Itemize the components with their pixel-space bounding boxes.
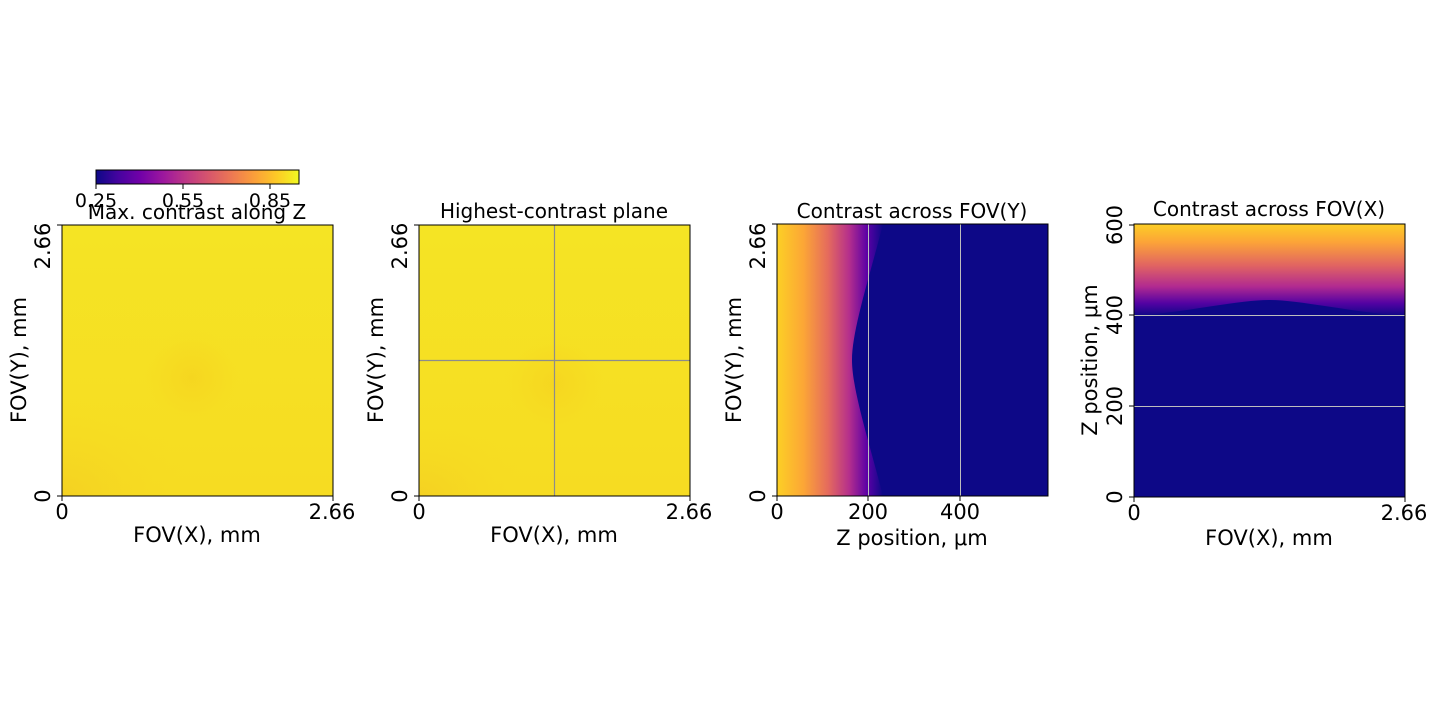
panel1-xlabel: FOV(X), mm [133, 523, 261, 547]
panel4-contrast-front [1134, 224, 1405, 316]
panel2-title: Highest-contrast plane [440, 199, 668, 223]
panel4-heatmap-content [1134, 224, 1405, 316]
panel2-xlabel: FOV(X), mm [490, 523, 618, 547]
panel3-xlabel: Z position, μm [836, 526, 987, 550]
panel3-xtick-label-0: 0 [770, 500, 783, 524]
panel1-xtick-label-0: 0 [55, 500, 68, 524]
panel3-xtick-label-1: 200 [848, 500, 888, 524]
panel-highest-contrast-plane: Highest-contrast plane 0 2.66 0 2.66 FOV… [364, 199, 712, 547]
panel3-heatmap-content [777, 224, 883, 496]
panel3-ylabel: FOV(Y), mm [722, 297, 746, 423]
panel1-frame [61, 224, 334, 497]
panel4-title: Contrast across FOV(X) [1153, 197, 1385, 221]
panel3-xtick-label-2: 400 [940, 500, 980, 524]
panel1-heatmap-center-spot [142, 328, 242, 428]
panel3-ytick-label-1: 2.66 [746, 223, 770, 270]
panel1-ytick-label-0: 0 [31, 489, 55, 502]
panel1-ytick-label-1: 2.66 [31, 223, 55, 270]
panel4-frame [1133, 223, 1406, 498]
panel-contrast-across-fov-y: Contrast across FOV(Y) 0 200 400 0 2.66 … [722, 199, 1049, 550]
panel4-xtick-label-0: 0 [1127, 501, 1140, 525]
panel-contrast-across-fov-x: Contrast across FOV(X) 0 2.66 0 200 400 … [1078, 197, 1427, 550]
colorbar-tick-label-2: 0.85 [249, 190, 291, 212]
panel3-contrast-front [777, 224, 883, 496]
panel2-ylabel: FOV(Y), mm [364, 297, 388, 423]
panel2-ytick-label-0: 0 [388, 489, 412, 502]
panel2-heatmap-corner-shade [419, 420, 529, 496]
panel-max-contrast: Max. contrast along Z 0 2.66 0 2.66 FOV(… [7, 200, 355, 547]
panel1-ylabel: FOV(Y), mm [7, 297, 31, 423]
panel3-frame [776, 223, 1049, 497]
panel4-ytick-label-1: 200 [1103, 386, 1127, 426]
panel4-xlabel: FOV(X), mm [1205, 526, 1333, 550]
panel3-ytick-label-0: 0 [746, 489, 770, 502]
panel2-xtick-label-0: 0 [412, 500, 425, 524]
panel4-ytick-label-2: 400 [1103, 295, 1127, 335]
panel4-ylabel: Z position, μm [1078, 284, 1102, 435]
panel4-xtick-label-1: 2.66 [1381, 501, 1428, 525]
panel2-ytick-label-1: 2.66 [388, 223, 412, 270]
panel2-frame [418, 224, 691, 497]
panel1-xtick-label-1: 2.66 [309, 500, 356, 524]
colorbar-bar [95, 169, 300, 185]
panel4-ytick-label-3: 600 [1103, 205, 1127, 245]
colorbar: 0.25 0.55 0.85 [75, 169, 300, 212]
panel1-title: Max. contrast along Z [88, 200, 306, 224]
colorbar-tick-label-1: 0.55 [162, 190, 204, 212]
panel3-title: Contrast across FOV(Y) [797, 199, 1028, 223]
panel4-ytick-label-0: 0 [1103, 490, 1127, 503]
panel2-xtick-label-1: 2.66 [666, 500, 713, 524]
colorbar-tick-label-0: 0.25 [75, 190, 117, 212]
